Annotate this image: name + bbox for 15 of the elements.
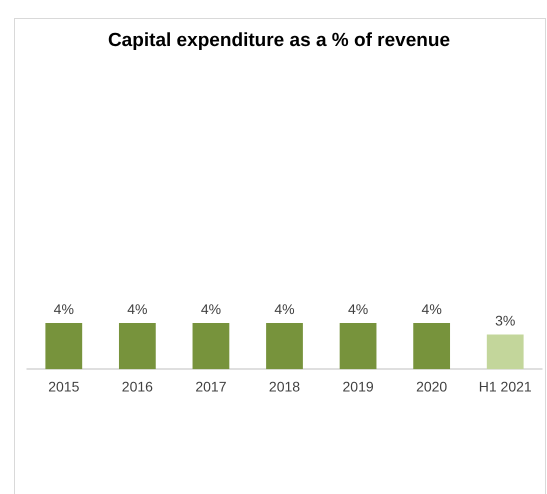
- data-label: 3%: [495, 312, 516, 328]
- data-label: 4%: [127, 300, 148, 317]
- data-label: 4%: [200, 300, 222, 317]
- data-label: 4%: [54, 300, 74, 317]
- x-tick-label: 2020: [416, 378, 448, 394]
- x-tick-label: 2015: [48, 378, 80, 394]
- x-tick-label: 2018: [268, 378, 300, 394]
- data-label: 4%: [348, 300, 368, 317]
- chart-title: Capital expenditure as a % of revenue: [106, 30, 452, 52]
- x-tick-label: 2016: [122, 378, 154, 394]
- x-tick-label: 2019: [342, 378, 374, 394]
- x-tick-label: H1 2021: [478, 378, 532, 394]
- data-label: 4%: [422, 300, 442, 317]
- data-label: 4%: [274, 300, 295, 317]
- x-tick-label: 2017: [195, 378, 227, 394]
